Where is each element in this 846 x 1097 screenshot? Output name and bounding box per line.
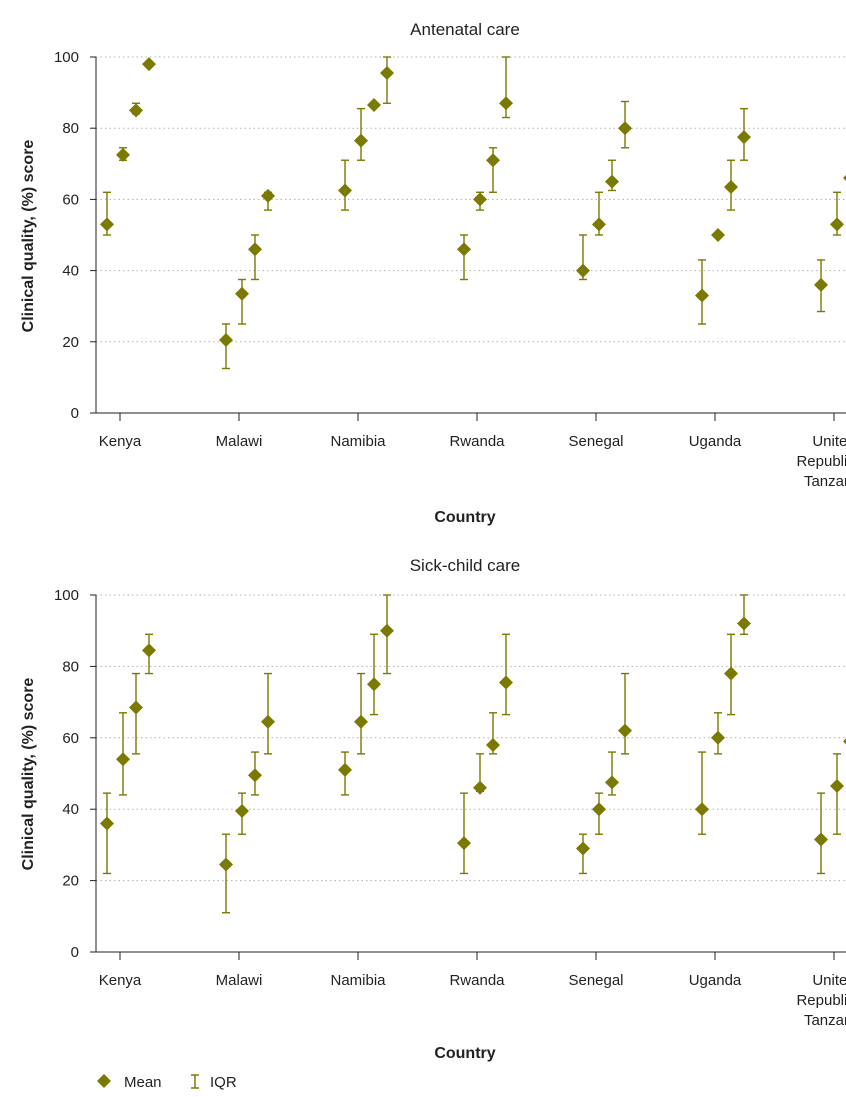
mean-marker — [814, 277, 828, 292]
mean-marker — [576, 263, 590, 278]
mean-marker — [695, 288, 709, 303]
x-tick-label: Namibia — [330, 433, 386, 450]
mean-marker — [486, 737, 500, 752]
y-tick-label: 0 — [71, 944, 79, 961]
mean-marker — [219, 333, 233, 348]
mean-marker — [499, 96, 513, 111]
mean-marker — [380, 66, 394, 81]
mean-marker — [380, 623, 394, 638]
mean-marker — [261, 714, 275, 729]
mean-marker — [814, 832, 828, 847]
mean-marker — [830, 217, 844, 232]
mean-marker — [116, 752, 130, 767]
mean-marker — [100, 217, 114, 232]
mean-marker — [457, 242, 471, 257]
x-tick-label: Namibia — [330, 972, 386, 989]
mean-marker — [142, 57, 156, 72]
mean-marker — [711, 730, 725, 745]
mean-marker — [354, 133, 368, 148]
mean-marker — [367, 98, 381, 113]
mean-marker — [737, 130, 751, 145]
x-tick-label: Malawi — [216, 433, 263, 450]
mean-marker — [724, 179, 738, 194]
y-tick-label: 20 — [62, 334, 79, 351]
y-tick-label: 60 — [62, 191, 79, 208]
mean-marker — [248, 242, 262, 257]
mean-marker — [142, 643, 156, 658]
x-axis-label: Country — [434, 509, 495, 526]
x-tick-label: Uganda — [689, 972, 742, 989]
mean-marker — [354, 714, 368, 729]
x-tick-label: Senegal — [568, 972, 623, 989]
y-tick-label: 40 — [62, 801, 79, 818]
mean-marker — [592, 217, 606, 232]
mean-marker — [605, 775, 619, 790]
mean-marker — [367, 677, 381, 692]
mean-marker — [618, 121, 632, 136]
y-axis-label: Clinical quality, (%) score — [20, 140, 37, 333]
mean-marker — [129, 103, 143, 118]
x-tick-label: Rwanda — [449, 972, 505, 989]
mean-marker — [235, 286, 249, 301]
legend-iqr-label: IQR — [210, 1074, 237, 1091]
y-tick-label: 40 — [62, 263, 79, 280]
mean-marker — [711, 228, 725, 242]
mean-marker — [261, 188, 275, 203]
error-bar-icon — [191, 1074, 199, 1089]
y-tick-label: 100 — [54, 587, 79, 604]
mean-marker — [457, 836, 471, 851]
mean-marker — [830, 778, 844, 793]
mean-marker — [248, 768, 262, 783]
x-tick-label: UnitedRepublic ofTanzania — [796, 433, 846, 490]
y-tick-label: 60 — [62, 730, 79, 747]
mean-marker — [338, 183, 352, 198]
mean-marker — [724, 666, 738, 681]
x-tick-label: Malawi — [216, 972, 263, 989]
x-tick-label: Uganda — [689, 433, 742, 450]
x-axis-label: Country — [434, 1045, 495, 1062]
mean-marker — [235, 803, 249, 818]
mean-marker — [576, 841, 590, 856]
mean-marker — [116, 147, 130, 162]
mean-marker — [473, 780, 487, 795]
mean-marker — [843, 738, 846, 745]
mean-marker — [592, 802, 606, 817]
panel-title: Sick-child care — [410, 556, 521, 575]
sick-child-care-panel: Sick-child care Clinical quality, (%) sc… — [20, 556, 846, 1062]
mean-marker — [843, 175, 846, 182]
mean-marker — [618, 723, 632, 738]
mean-marker — [473, 192, 487, 207]
y-tick-label: 20 — [62, 873, 79, 890]
legend-mean-label: Mean — [124, 1074, 162, 1091]
mean-marker — [486, 153, 500, 168]
antenatal-care-panel: Antenatal care Clinical quality, (%) sco… — [20, 20, 846, 526]
diamond-icon — [97, 1074, 111, 1088]
y-tick-label: 100 — [54, 49, 79, 66]
mean-marker — [499, 675, 513, 690]
mean-marker — [338, 762, 352, 777]
mean-marker — [605, 174, 619, 189]
mean-marker — [100, 816, 114, 831]
y-tick-label: 80 — [62, 120, 79, 137]
y-axis-label: Clinical quality, (%) score — [20, 678, 37, 871]
mean-marker — [695, 802, 709, 817]
y-tick-label: 0 — [71, 405, 79, 422]
x-tick-label: Rwanda — [449, 433, 505, 450]
x-tick-label: Kenya — [99, 433, 142, 450]
panel-title: Antenatal care — [410, 20, 520, 39]
mean-marker — [219, 857, 233, 872]
x-tick-label: Kenya — [99, 972, 142, 989]
legend: Mean IQR — [97, 1074, 237, 1091]
x-tick-label: UnitedRepublic ofTanzania — [796, 972, 846, 1029]
mean-marker — [737, 616, 751, 631]
x-tick-label: Senegal — [568, 433, 623, 450]
mean-marker — [129, 700, 143, 715]
y-tick-label: 80 — [62, 658, 79, 675]
